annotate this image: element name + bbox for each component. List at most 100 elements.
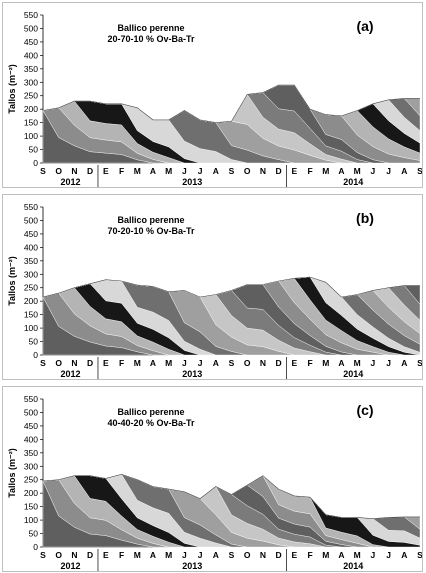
- x-tick-label: M: [354, 550, 361, 560]
- y-tick-label: 500: [24, 407, 38, 417]
- x-tick-label: O: [55, 166, 62, 176]
- y-tick-label: 500: [24, 23, 38, 33]
- y-tick-label: 500: [24, 215, 38, 225]
- y-tick-label: 450: [24, 37, 38, 47]
- x-tick-label: J: [198, 166, 203, 176]
- x-tick-label: N: [71, 166, 77, 176]
- x-tick-label: J: [386, 166, 391, 176]
- chart-title-line2: 70-20-10 % Ov-Ba-Tr: [107, 226, 195, 236]
- x-tick-label: E: [291, 166, 297, 176]
- y-tick-label: 300: [24, 461, 38, 471]
- x-tick-label: O: [55, 358, 62, 368]
- y-axis-label: Tallos (m⁻²): [7, 256, 17, 306]
- x-tick-label: S: [417, 550, 422, 560]
- x-tick-label: A: [150, 166, 156, 176]
- x-tick-label: E: [103, 166, 109, 176]
- x-tick-label: F: [119, 166, 124, 176]
- chart-title-line1: Ballico perenne: [117, 23, 184, 33]
- year-label: 2013: [182, 369, 202, 379]
- x-tick-label: D: [87, 166, 93, 176]
- y-tick-label: 200: [24, 296, 38, 306]
- x-tick-label: M: [322, 166, 329, 176]
- y-tick-label: 200: [24, 488, 38, 498]
- y-tick-label: 450: [24, 229, 38, 239]
- y-axis-label: Tallos (m⁻²): [7, 448, 17, 498]
- chart-a: 0 50 100 150 200 250 300 350 400 450 500 550 Tallos …: [7, 10, 422, 187]
- year-label: 2014: [343, 561, 363, 571]
- y-tick-label: 400: [24, 434, 38, 444]
- panel-label: (b): [356, 210, 374, 226]
- panel-c: 0 50 100 150 200 250 300 350 400 450 500 550 Tallos …: [2, 386, 423, 572]
- y-tick-label: 300: [24, 77, 38, 87]
- total-tillers-line: [42, 473, 420, 520]
- chart-title-line2: 40-40-20 % Ov-Ba-Tr: [107, 418, 195, 428]
- x-tick-label: A: [401, 358, 407, 368]
- x-tick-label: M: [134, 358, 141, 368]
- x-tick-label: A: [213, 358, 219, 368]
- x-tick-label: O: [244, 166, 251, 176]
- year-label: 2012: [60, 369, 80, 379]
- x-tick-label: N: [260, 166, 266, 176]
- chart-title-line2: 20-70-10 % Ov-Ba-Tr: [107, 34, 195, 44]
- x-tick-label: F: [307, 550, 312, 560]
- year-label: 2014: [343, 177, 363, 187]
- x-tick-label: S: [417, 166, 422, 176]
- panel-b: 0 50 100 150 200 250 300 350 400 450 500 550 Tallos …: [2, 194, 423, 380]
- year-label: 2014: [343, 369, 363, 379]
- x-tick-label: D: [276, 166, 282, 176]
- year-label: 2013: [182, 177, 202, 187]
- x-tick-label: F: [119, 358, 124, 368]
- x-tick-label: S: [40, 358, 46, 368]
- y-tick-label: 400: [24, 242, 38, 252]
- y-tick-label: 50: [29, 337, 39, 347]
- x-tick-label: F: [307, 166, 312, 176]
- x-tick-label: S: [229, 550, 235, 560]
- y-tick-label: 0: [33, 350, 38, 360]
- x-tick-label: D: [87, 550, 93, 560]
- y-tick-label: 450: [24, 421, 38, 431]
- x-tick-label: A: [338, 550, 344, 560]
- y-tick-label: 550: [24, 10, 38, 20]
- y-tick-label: 250: [24, 283, 38, 293]
- y-tick-label: 300: [24, 269, 38, 279]
- x-tick-label: J: [182, 166, 187, 176]
- x-tick-label: A: [213, 550, 219, 560]
- x-tick-label: N: [71, 550, 77, 560]
- y-tick-label: 0: [33, 542, 38, 552]
- x-tick-label: O: [55, 550, 62, 560]
- x-tick-label: M: [165, 166, 172, 176]
- y-tick-label: 100: [24, 515, 38, 525]
- x-tick-label: E: [291, 358, 297, 368]
- x-tick-label: A: [401, 166, 407, 176]
- x-tick-label: J: [182, 550, 187, 560]
- y-tick-label: 50: [29, 529, 39, 539]
- total-tillers-line: [42, 84, 420, 123]
- x-tick-label: A: [338, 166, 344, 176]
- y-tick-label: 150: [24, 502, 38, 512]
- y-tick-label: 350: [24, 256, 38, 266]
- y-axis-label: Tallos (m⁻²): [7, 64, 17, 114]
- x-tick-label: J: [371, 358, 376, 368]
- chart-title-line1: Ballico perenne: [117, 407, 184, 417]
- y-tick-label: 200: [24, 104, 38, 114]
- y-tick-label: 100: [24, 131, 38, 141]
- panel-label: (c): [356, 402, 373, 418]
- total-tillers-line: [42, 276, 420, 298]
- x-tick-label: E: [103, 550, 109, 560]
- x-tick-label: D: [276, 358, 282, 368]
- y-tick-label: 350: [24, 64, 38, 74]
- x-tick-label: M: [322, 358, 329, 368]
- chart-c: 0 50 100 150 200 250 300 350 400 450 500 550 Tallos …: [7, 394, 422, 571]
- y-tick-label: 250: [24, 91, 38, 101]
- y-tick-label: 550: [24, 202, 38, 212]
- x-tick-label: E: [291, 550, 297, 560]
- x-tick-label: J: [198, 550, 203, 560]
- x-tick-label: S: [229, 166, 235, 176]
- x-tick-label: D: [87, 358, 93, 368]
- panel-a: 0 50 100 150 200 250 300 350 400 450 500 550 Tallos …: [2, 2, 423, 188]
- x-tick-label: J: [371, 166, 376, 176]
- x-tick-label: J: [386, 358, 391, 368]
- y-tick-label: 150: [24, 118, 38, 128]
- y-tick-label: 550: [24, 394, 38, 404]
- y-tick-label: 150: [24, 310, 38, 320]
